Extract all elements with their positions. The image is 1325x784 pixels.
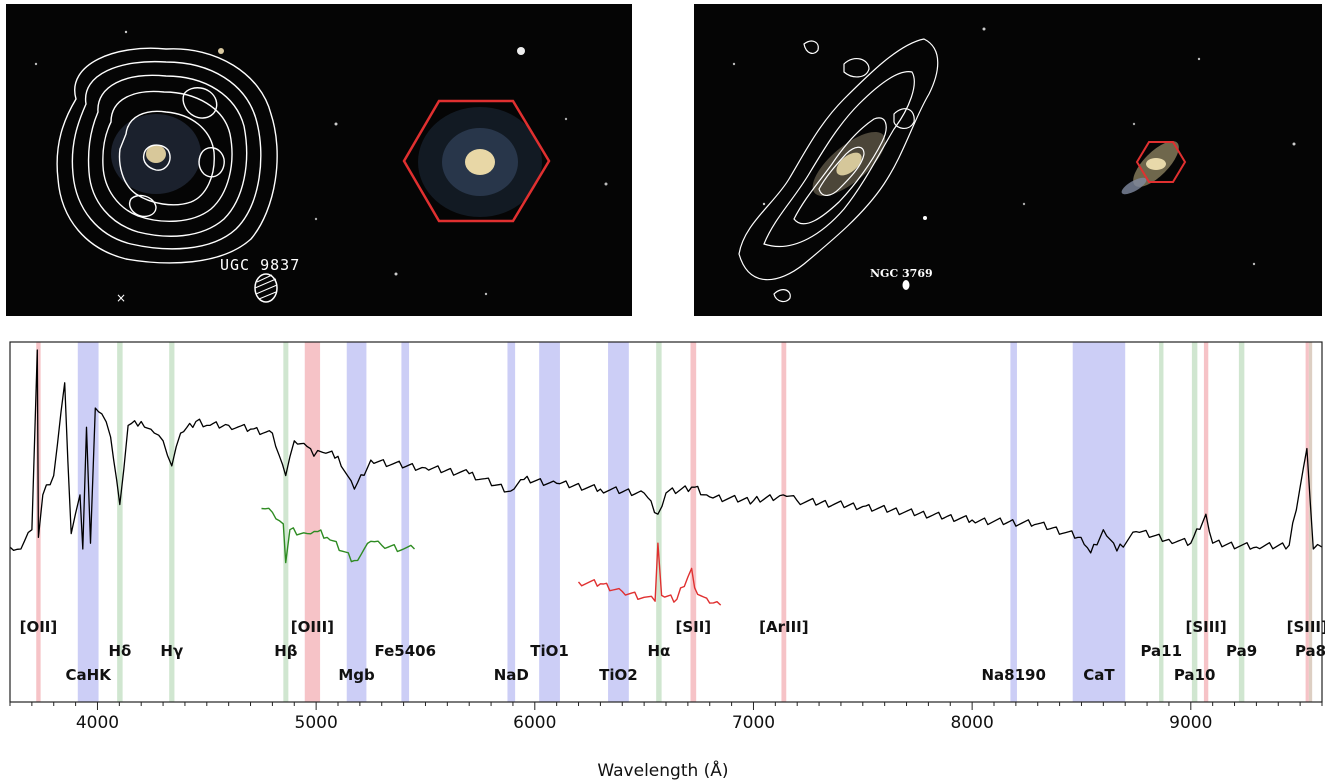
x-axis-label: Wavelength (Å) <box>597 759 728 781</box>
band-18 <box>1191 342 1198 702</box>
band-label-4: Hβ <box>274 642 298 660</box>
band-5 <box>304 342 321 702</box>
band-11 <box>656 342 662 702</box>
beam-ellipse-right <box>902 280 910 290</box>
cross-marker: × <box>116 291 126 305</box>
galaxy-image-right-graphics <box>732 27 1296 303</box>
spectrum-series <box>9 349 1323 606</box>
tick-label-5000: 5000 <box>295 713 338 733</box>
band-1 <box>77 342 99 702</box>
band-label-17: [SIII] <box>1185 618 1226 636</box>
band-12 <box>690 342 697 702</box>
band-label-19: Pa9 <box>1226 642 1257 660</box>
band-label-13: [ArIII] <box>759 618 808 636</box>
band-label-7: Fe5406 <box>374 642 436 660</box>
band-20 <box>1305 342 1309 702</box>
hi-contours <box>738 38 939 303</box>
star-field <box>34 30 608 296</box>
band-4 <box>283 342 289 702</box>
band-9 <box>539 342 560 702</box>
series-line-2 <box>577 542 722 606</box>
band-label-20: [SIII] <box>1287 618 1325 636</box>
band-17 <box>1203 342 1209 702</box>
band-6 <box>346 342 367 702</box>
hi-contours <box>56 47 278 264</box>
galaxy-label-left: UGC 9837 <box>220 256 301 274</box>
galaxy-image-left-graphics: × <box>34 30 608 305</box>
tick-label-8000: 8000 <box>951 713 994 733</box>
band-label-0: [OII] <box>20 618 58 636</box>
band-label-5: [OIII] <box>291 618 334 636</box>
band-7 <box>401 342 410 702</box>
band-3 <box>169 342 175 702</box>
tick-label-7000: 7000 <box>732 713 775 733</box>
galaxy-image-left: × UGC 9837 <box>6 4 632 316</box>
band-label-9: TiO1 <box>530 642 569 660</box>
band-16 <box>1159 342 1164 702</box>
band-13 <box>781 342 787 702</box>
tick-label-4000: 4000 <box>76 713 119 733</box>
series-line-0 <box>9 349 1323 554</box>
tick-label-9000: 9000 <box>1169 713 1212 733</box>
band-label-14: Na8190 <box>981 666 1045 684</box>
band-label-16: Pa11 <box>1140 642 1182 660</box>
band-15 <box>1072 342 1126 702</box>
band-label-8: NaD <box>494 666 529 684</box>
band-19 <box>1238 342 1245 702</box>
band-label-6: Mgb <box>338 666 375 684</box>
band-2 <box>117 342 123 702</box>
x-axis-ticks: 4000 5000 6000 7000 8000 9000 <box>9 702 1323 733</box>
band-8 <box>507 342 516 702</box>
feature-bands <box>36 342 1313 702</box>
band-21 <box>1308 342 1313 702</box>
band-label-12: [SII] <box>675 618 711 636</box>
band-label-21: Pa8 <box>1295 642 1325 660</box>
tick-label-6000: 6000 <box>513 713 556 733</box>
ifu-hexagon-left <box>402 99 551 223</box>
band-label-11: Hα <box>647 642 670 660</box>
galaxy-image-right: NGC 3769 <box>694 4 1322 316</box>
series-line-1 <box>261 507 415 564</box>
galaxy-label-right: NGC 3769 <box>870 267 933 280</box>
star-field <box>732 27 1296 266</box>
band-10 <box>608 342 629 702</box>
spiral-galaxy <box>111 107 542 217</box>
band-label-15: CaT <box>1083 666 1115 684</box>
band-label-3: Hγ <box>160 642 183 660</box>
band-label-2: Hδ <box>108 642 131 660</box>
ifu-hexagon-right <box>1135 141 1187 183</box>
band-label-10: TiO2 <box>599 666 638 684</box>
band-label-18: Pa10 <box>1174 666 1216 684</box>
beam-ellipse-left <box>254 273 278 303</box>
band-label-1: CaHK <box>66 666 113 684</box>
